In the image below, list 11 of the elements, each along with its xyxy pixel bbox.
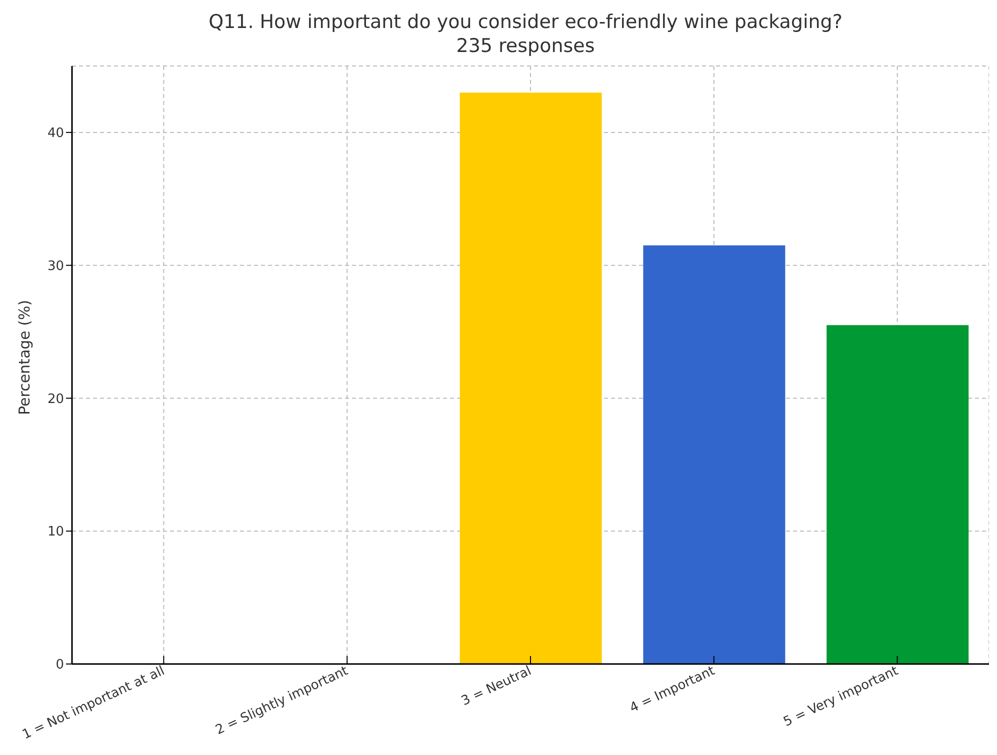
- bar: [643, 245, 786, 664]
- y-tick-label: 0: [56, 658, 64, 673]
- chart-subtitle: 235 responses: [455, 34, 596, 58]
- bar: [460, 92, 602, 664]
- y-tick-label: 40: [47, 126, 64, 142]
- y-axis-title: Percentage (%): [15, 300, 34, 415]
- bar: [826, 325, 969, 664]
- y-tick-label: 20: [47, 392, 64, 407]
- chart-title: Q11. How important do you consider eco-friendly wine packaging?: [208, 10, 844, 34]
- y-tick-label: 30: [47, 258, 64, 274]
- y-tick-label: 10: [47, 524, 64, 540]
